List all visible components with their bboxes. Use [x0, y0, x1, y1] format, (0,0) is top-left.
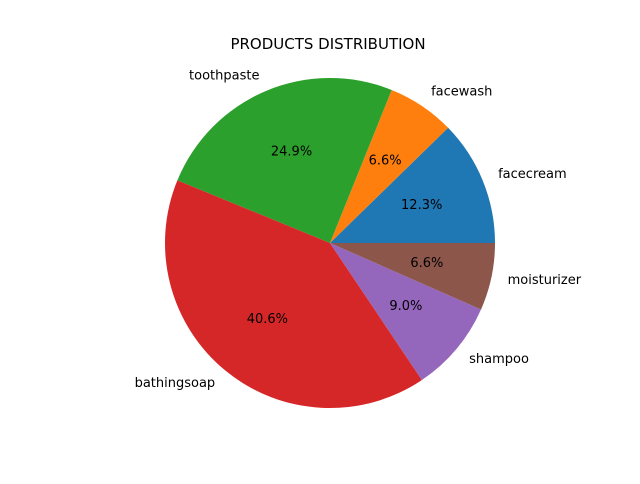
pie-slice-bathingsoap [165, 180, 422, 408]
slice-percent-facewash: 6.6% [369, 153, 402, 168]
slice-percent-facecream: 12.3% [401, 198, 442, 213]
slice-percent-moisturizer: 6.6% [410, 256, 443, 271]
slice-label-bathingsoap: bathingsoap [135, 376, 216, 391]
slice-percent-toothpaste: 24.9% [271, 144, 312, 159]
slice-label-toothpaste: toothpaste [189, 68, 259, 83]
slice-percent-bathingsoap: 40.6% [247, 312, 288, 327]
pie-slice-toothpaste [177, 78, 392, 243]
slice-percent-shampoo: 9.0% [389, 299, 422, 314]
pie-slice-facewash [330, 89, 449, 243]
slice-label-facecream: facecream [498, 167, 567, 182]
slice-label-shampoo: shampoo [469, 352, 529, 367]
slice-label-moisturizer: moisturizer [508, 273, 582, 288]
slice-label-facewash: facewash [431, 85, 492, 100]
pie-slice-facecream [330, 127, 495, 243]
pie-slice-moisturizer [330, 243, 495, 310]
chart-title: PRODUCTS DISTRIBUTION [230, 35, 425, 53]
pie-slices [165, 78, 495, 408]
pie-labels: facecream 12.3% facewash 6.6% toothpaste 24.9… [135, 68, 582, 391]
pie-slice-shampoo [330, 243, 482, 381]
